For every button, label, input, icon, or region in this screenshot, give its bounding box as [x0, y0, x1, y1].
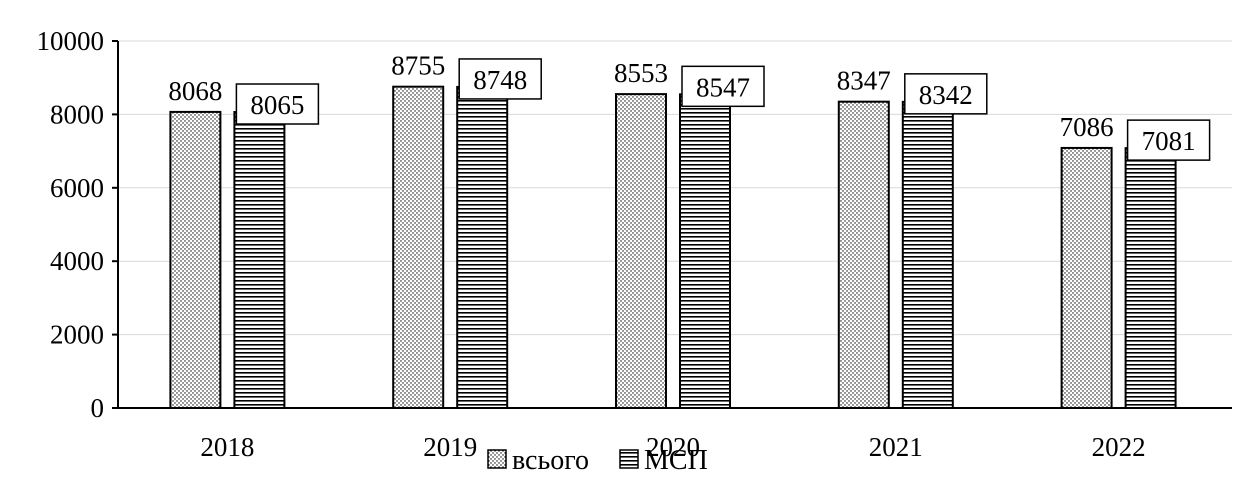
y-tick-label: 2000 — [50, 320, 104, 350]
bar-total — [837, 100, 890, 409]
bars-layer — [169, 85, 1177, 410]
data-label: 8347 — [837, 66, 891, 96]
data-label-box — [904, 73, 988, 115]
x-tick-label: 2021 — [869, 432, 923, 462]
y-tick-label: 10000 — [37, 26, 105, 56]
bar-total — [169, 110, 222, 410]
bar-msp — [901, 100, 954, 409]
x-tick-label: 2022 — [1092, 432, 1146, 462]
data-label: 8342 — [919, 80, 973, 110]
x-tick-label: 2019 — [423, 432, 477, 462]
y-tick-label: 8000 — [50, 99, 104, 129]
y-tick-label: 0 — [91, 393, 105, 423]
data-label: 7081 — [1142, 126, 1196, 156]
x-tick-label: 2020 — [646, 432, 700, 462]
data-label: 8068 — [168, 76, 222, 106]
legend-label: всього — [512, 445, 589, 476]
legend: всього МСП — [487, 445, 708, 476]
data-label: 8547 — [696, 72, 750, 102]
data-label: 8065 — [250, 90, 304, 120]
data-label-box — [1126, 119, 1211, 161]
data-label: 7086 — [1060, 112, 1114, 142]
bar-total — [1060, 146, 1113, 410]
labels-layer: 0 2000 4000 6000 8000 10000 2018 8068 8065 2019 87… — [37, 26, 1211, 462]
legend-swatch — [619, 449, 639, 469]
data-label: 8748 — [473, 65, 527, 95]
bar-msp — [456, 85, 509, 410]
data-label: 8553 — [614, 58, 668, 88]
axes-layer — [112, 40, 1232, 409]
legend-swatch — [487, 449, 507, 469]
data-label-box — [235, 83, 320, 125]
bar-total — [392, 85, 445, 409]
bar-total — [615, 93, 667, 410]
y-tick-label: 6000 — [50, 173, 104, 203]
data-label: 8755 — [391, 51, 445, 81]
data-label-box — [458, 58, 542, 100]
bar-msp — [1124, 147, 1177, 410]
data-label-box — [681, 65, 765, 108]
y-tick-label: 4000 — [50, 246, 104, 276]
bar-msp — [679, 93, 731, 409]
bar-msp — [233, 111, 286, 410]
x-tick-label: 2018 — [200, 432, 254, 462]
legend-label: МСП — [644, 445, 708, 476]
